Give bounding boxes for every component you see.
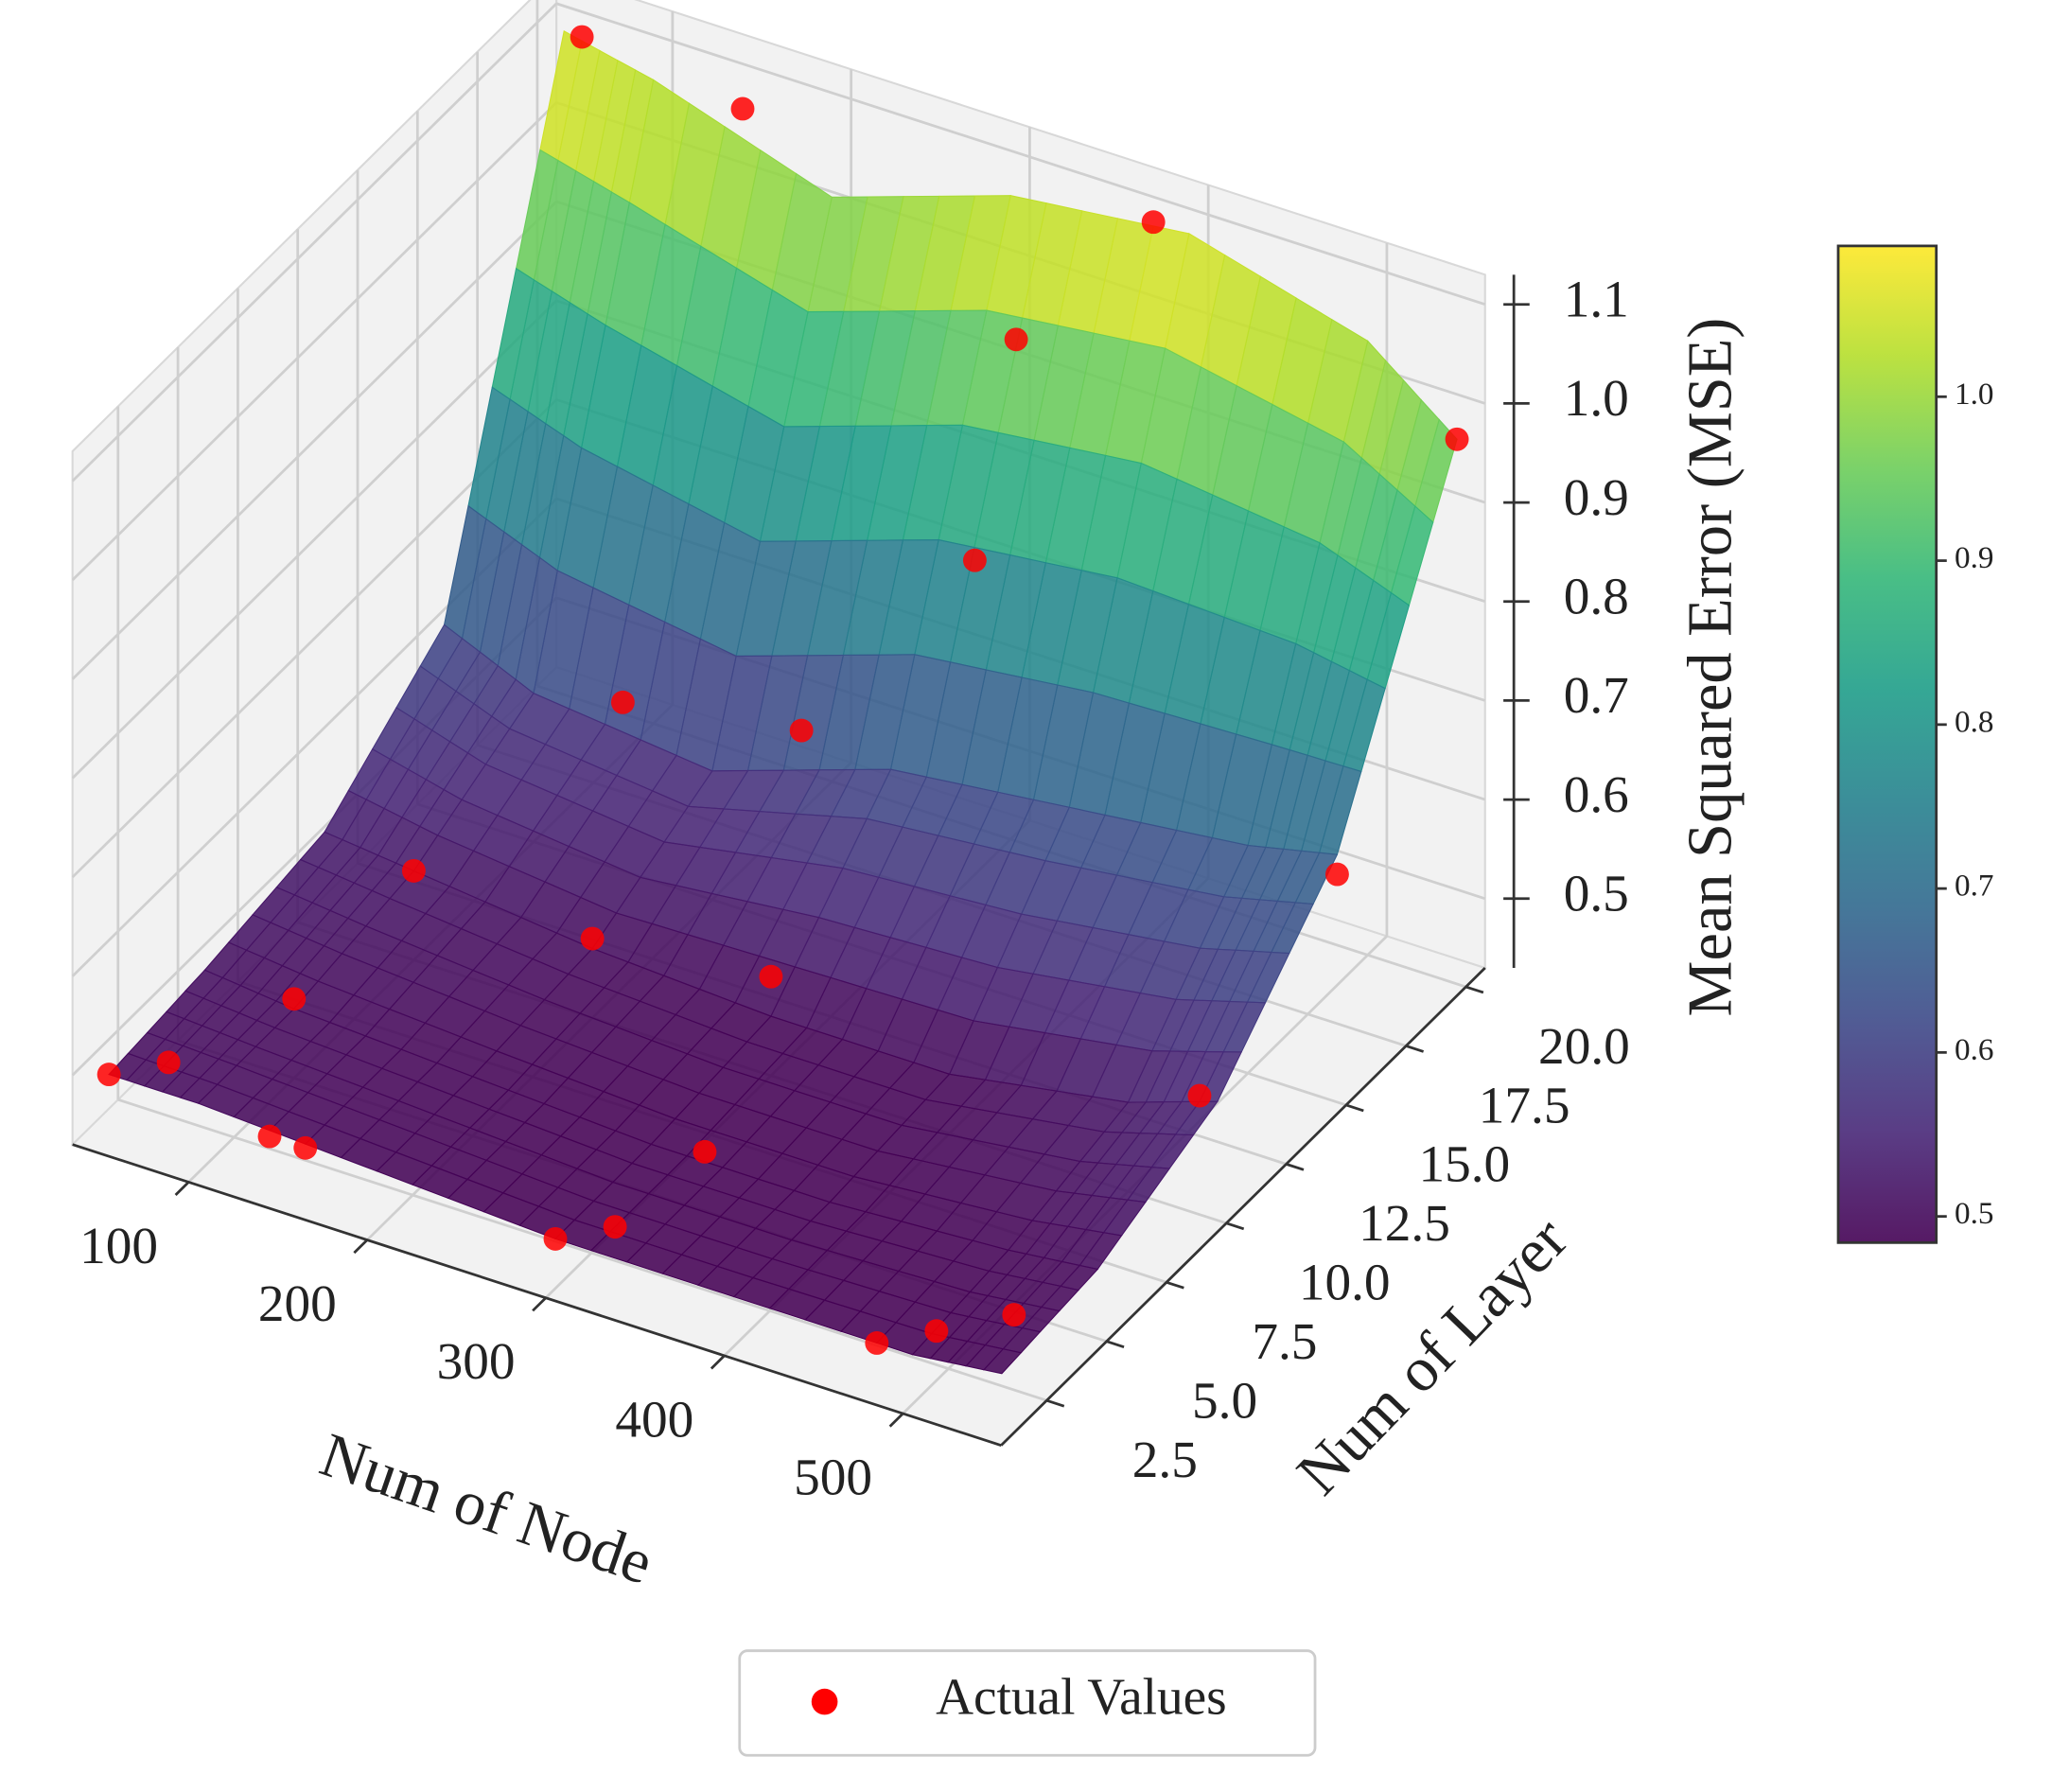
y-tick xyxy=(1405,1045,1425,1053)
colorbar-tick-label: 1.0 xyxy=(1955,377,1993,412)
x-tick xyxy=(353,1239,369,1255)
x-tick xyxy=(710,1354,726,1370)
z-tick-label: 0.6 xyxy=(1564,765,1629,823)
x-tick xyxy=(174,1181,190,1196)
z-tick-label: 0.5 xyxy=(1564,864,1629,922)
y-tick-label: 2.5 xyxy=(1132,1431,1198,1488)
data-point xyxy=(603,1215,627,1239)
z-tick-label: 0.7 xyxy=(1564,666,1629,724)
y-tick xyxy=(1045,1398,1065,1408)
y-tick-label: 5.0 xyxy=(1192,1372,1257,1430)
x-tick-label: 100 xyxy=(79,1217,158,1274)
y-tick xyxy=(1465,985,1484,994)
grid-line xyxy=(117,1098,1047,1402)
data-point xyxy=(693,1139,717,1164)
x-tick-label: 400 xyxy=(615,1390,693,1448)
data-point xyxy=(282,987,307,1011)
data-point xyxy=(1445,427,1469,451)
x-tick xyxy=(532,1296,547,1312)
data-point xyxy=(789,718,814,743)
data-point xyxy=(1004,327,1028,352)
scatter xyxy=(96,25,1469,1355)
data-point xyxy=(1141,210,1166,235)
y-tick-label: 10.0 xyxy=(1299,1254,1391,1311)
x-axis-label: Num of Node xyxy=(312,1420,661,1598)
y-tick xyxy=(1225,1221,1245,1231)
surface xyxy=(108,30,1458,1375)
data-point xyxy=(1002,1303,1026,1327)
data-point xyxy=(401,858,426,883)
y-tick-label: 17.5 xyxy=(1479,1076,1570,1133)
data-point xyxy=(1324,862,1349,887)
axis-line xyxy=(1000,967,1486,1447)
data-point xyxy=(962,548,987,572)
legend-box xyxy=(738,1649,1317,1757)
axes: 100 200 300 400 500 2.55.07.510.012.515.017.5… xyxy=(72,270,1630,1506)
data-point xyxy=(730,97,755,121)
grid-line xyxy=(71,201,558,680)
colorbar-tick-label: 0.9 xyxy=(1955,540,1993,575)
data-point xyxy=(96,1063,121,1087)
y-tick xyxy=(1345,1103,1364,1113)
y-tick-label: 7.5 xyxy=(1252,1312,1317,1370)
grid-line xyxy=(555,2,1486,307)
x-tick-label: 300 xyxy=(437,1332,516,1390)
x-tick-label: 200 xyxy=(258,1274,337,1332)
x-tick-label: 500 xyxy=(794,1449,872,1506)
data-point xyxy=(865,1331,889,1355)
z-tick-label: 1.0 xyxy=(1564,369,1629,427)
colorbar-tick-label: 0.7 xyxy=(1955,869,1993,904)
z-axis-label: Mean Squared Error (MSE) xyxy=(1676,318,1745,1017)
colorbar: 0.5 0.6 0.7 0.8 0.9 1.0 xyxy=(1836,244,1994,1244)
legend-label: Actual Values xyxy=(936,1667,1227,1725)
data-point xyxy=(610,690,635,714)
y-tick xyxy=(1166,1280,1184,1290)
legend-marker xyxy=(811,1688,838,1715)
data-point xyxy=(257,1124,282,1149)
y-tick xyxy=(1286,1163,1305,1171)
grid-line xyxy=(71,2,558,483)
colorbar-fill xyxy=(1836,244,1938,1244)
data-point xyxy=(1187,1083,1212,1108)
colorbar-tick-label: 0.6 xyxy=(1955,1032,1993,1067)
colorbar-tick-label: 0.8 xyxy=(1955,704,1993,739)
data-point xyxy=(570,25,594,49)
data-point xyxy=(293,1135,318,1160)
data-point xyxy=(924,1319,949,1344)
data-point xyxy=(580,926,605,951)
colorbar-tick-label: 0.5 xyxy=(1955,1196,1993,1231)
x-tick xyxy=(888,1413,904,1428)
z-tick-label: 0.9 xyxy=(1564,468,1629,526)
data-point xyxy=(156,1050,181,1075)
grid-line xyxy=(71,299,558,780)
grid-line xyxy=(71,101,558,582)
data-point xyxy=(759,964,783,989)
z-tick-label: 0.8 xyxy=(1564,567,1629,624)
y-tick xyxy=(1106,1340,1125,1349)
y-tick-label: 20.0 xyxy=(1538,1017,1630,1075)
data-point xyxy=(543,1226,568,1251)
z-tick-label: 1.1 xyxy=(1564,270,1629,327)
axis-line xyxy=(72,1143,1002,1447)
y-tick-label: 15.0 xyxy=(1418,1135,1510,1193)
surface-patch xyxy=(982,1348,1023,1375)
y-tick-label: 12.5 xyxy=(1359,1194,1450,1252)
